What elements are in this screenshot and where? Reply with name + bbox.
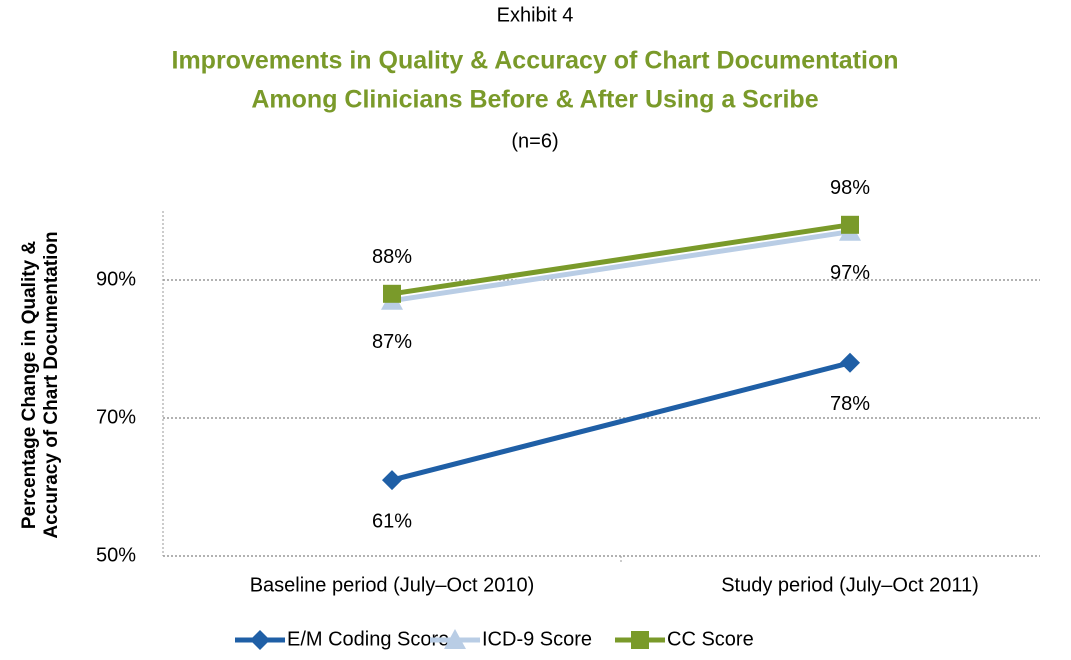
data-label: 98% — [830, 177, 870, 199]
chart-title: Among Clinicians Before & After Using a … — [251, 86, 818, 114]
data-point — [840, 352, 860, 373]
legend-marker — [444, 629, 466, 649]
series-line — [391, 229, 851, 304]
data-label: 88% — [372, 246, 412, 268]
x-tick-label: Baseline period (July–Oct 2010) — [250, 574, 535, 596]
series-line — [391, 360, 851, 483]
legend-label: ICD-9 Score — [482, 628, 592, 650]
legend-marker — [631, 631, 649, 649]
x-tick-label: Study period (July–Oct 2011) — [721, 574, 979, 596]
data-point — [383, 284, 401, 303]
y-axis-label: Percentage Change in Quality & — [19, 241, 40, 530]
data-label: 61% — [372, 510, 412, 532]
data-point — [841, 215, 859, 234]
y-tick-label: 70% — [96, 406, 136, 428]
data-point — [382, 470, 402, 491]
data-label: 87% — [372, 331, 412, 353]
chart-title: Improvements in Quality & Accuracy of Ch… — [172, 47, 899, 75]
data-label: 97% — [830, 262, 870, 284]
data-label: 78% — [830, 393, 870, 415]
legend-label: E/M Coding Score — [287, 628, 449, 650]
y-axis-label: Accuracy of Chart Documentation — [41, 231, 62, 538]
y-tick-label: 90% — [96, 268, 136, 290]
supertitle: Exhibit 4 — [497, 4, 574, 26]
subtitle: (n=6) — [511, 130, 558, 152]
legend-marker — [250, 630, 270, 650]
legend-label: CC Score — [667, 628, 754, 650]
y-tick-label: 50% — [96, 544, 136, 566]
series-line — [391, 222, 851, 297]
